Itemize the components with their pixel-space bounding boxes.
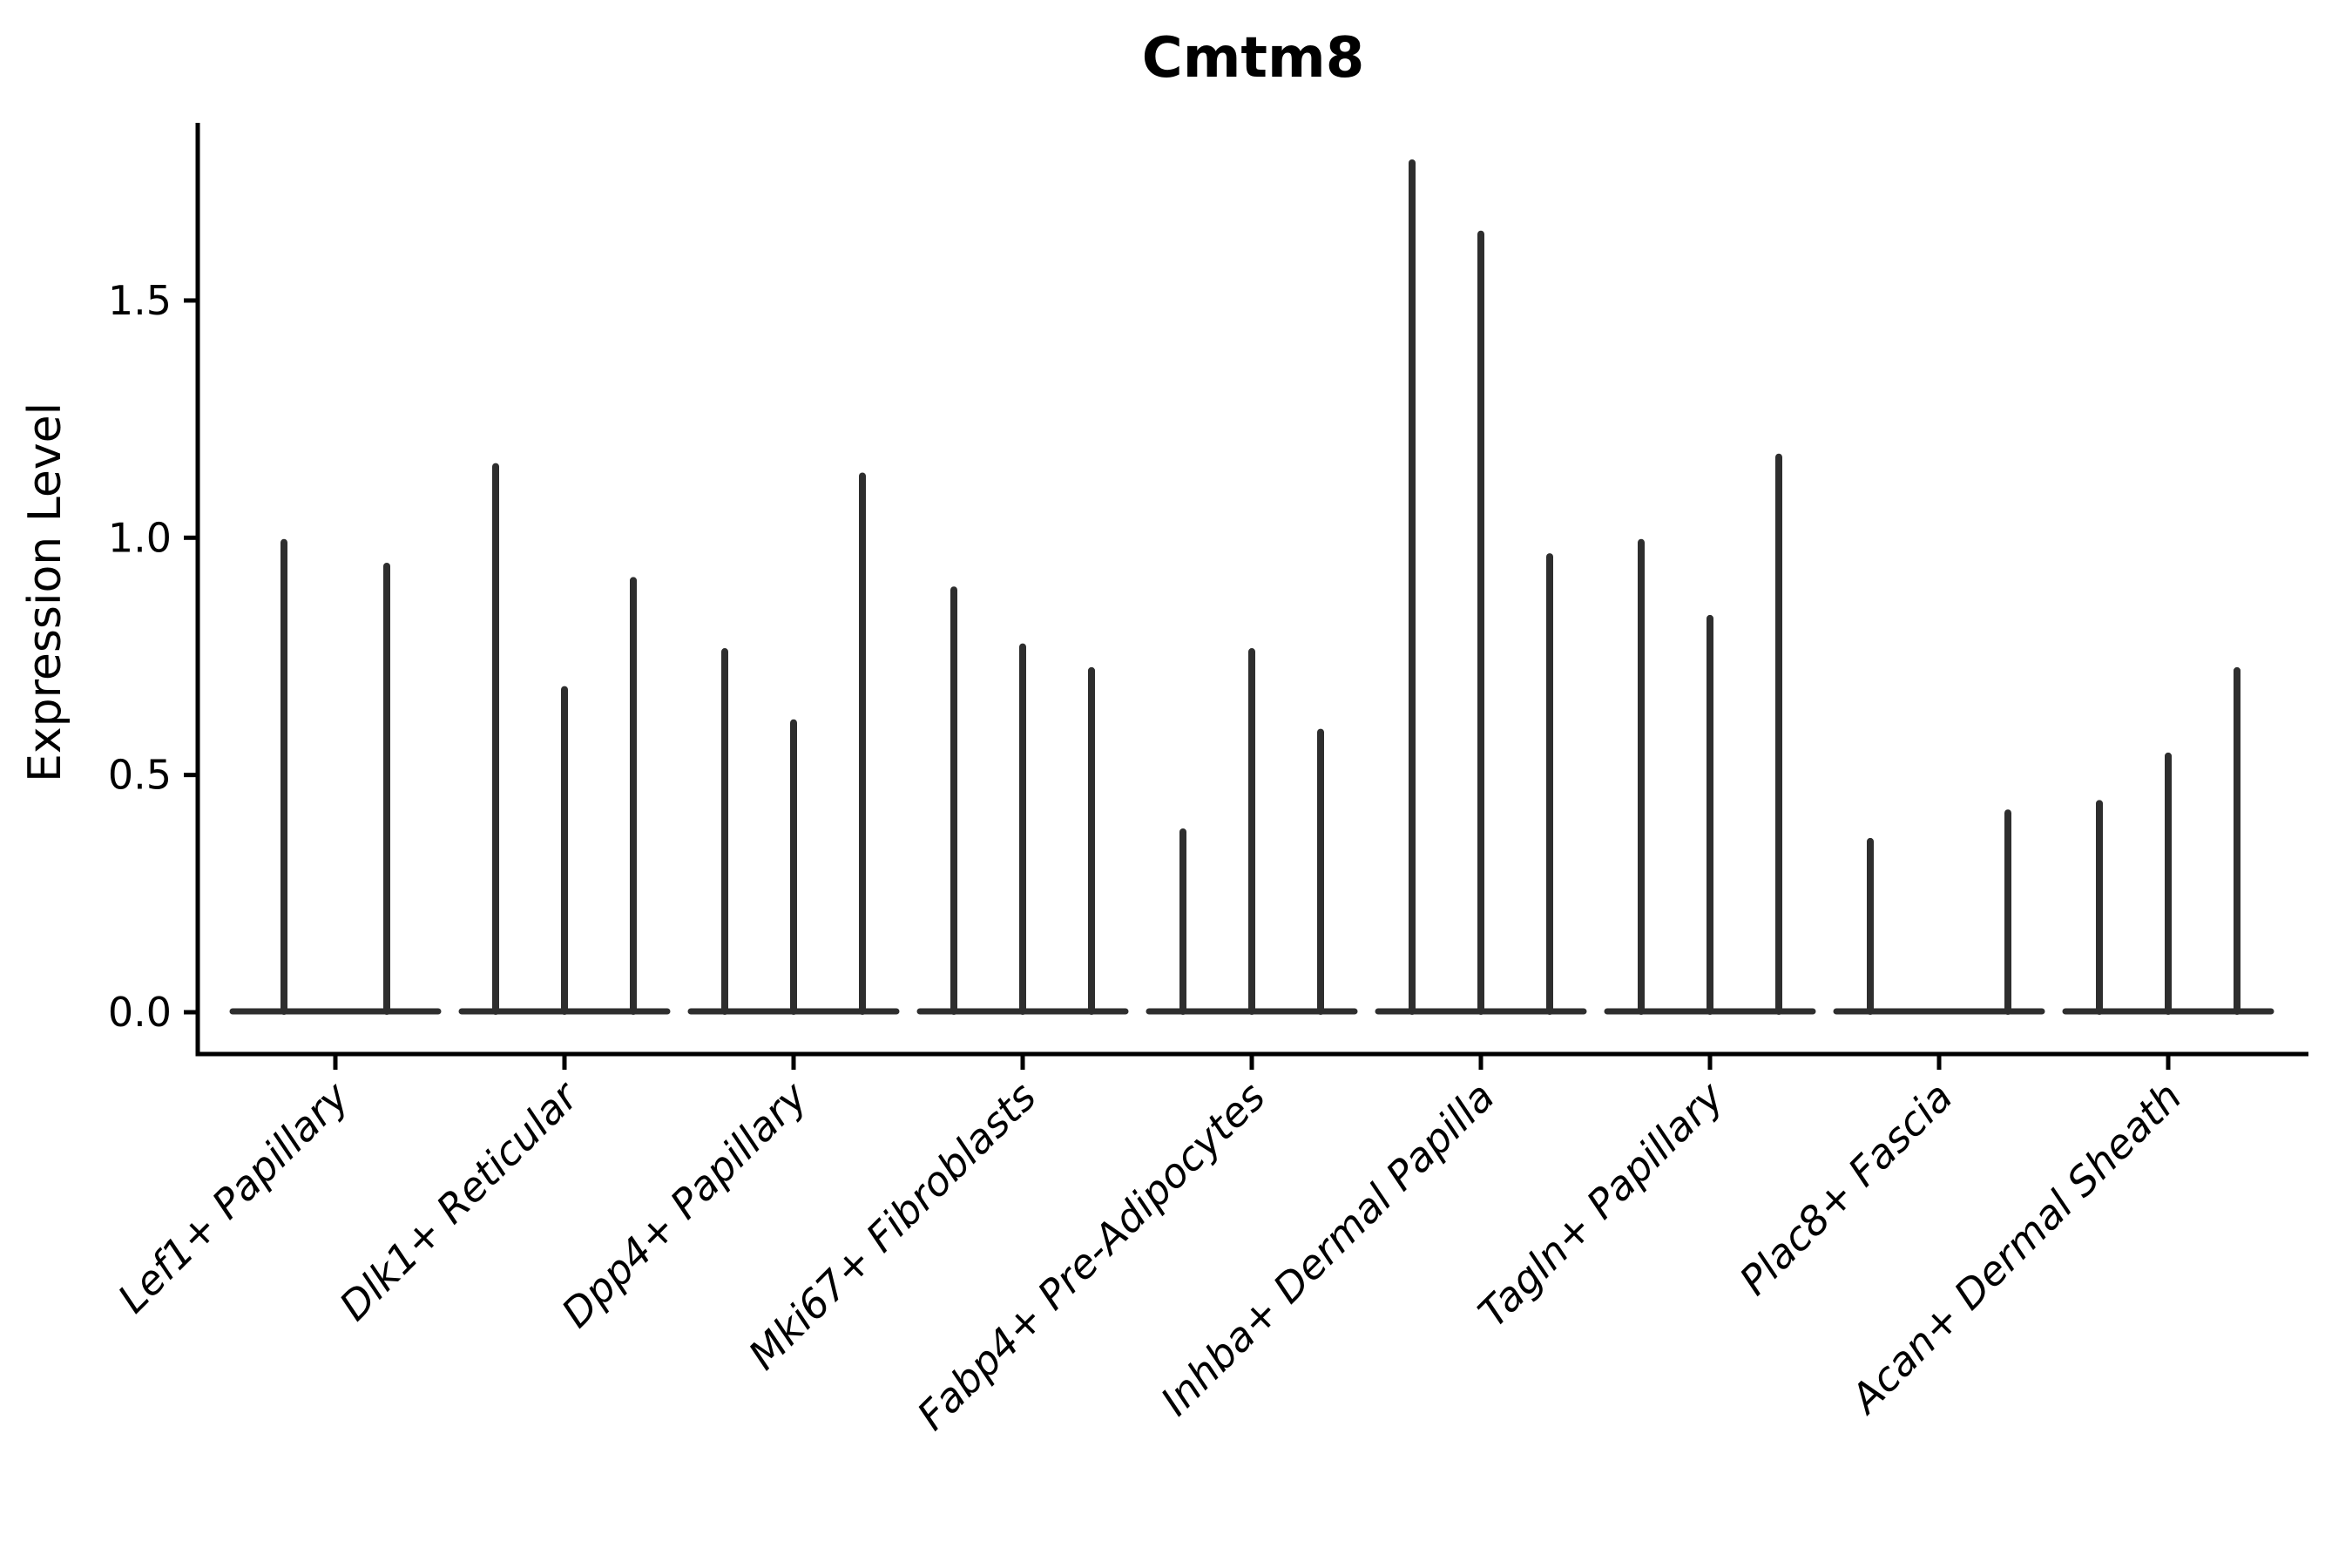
x-tick-label: Dpp4+ Papillary [552, 1072, 816, 1336]
y-tick-label: 1.0 [108, 514, 172, 561]
x-tick-label: Plac8+ Fascia [1730, 1073, 1961, 1304]
y-axis-label: Expression Level [19, 402, 71, 783]
chart-title: Cmtm8 [1141, 26, 1365, 91]
y-tick-label: 0.0 [108, 989, 172, 1036]
x-tick-label: Tagln+ Papillary [1469, 1072, 1733, 1336]
x-tick-label: Lef1+ Papillary [109, 1072, 358, 1321]
x-tick-label: Dlk1+ Reticular [330, 1071, 589, 1329]
y-tick-label: 0.5 [108, 752, 172, 799]
y-tick-label: 1.5 [108, 277, 172, 324]
